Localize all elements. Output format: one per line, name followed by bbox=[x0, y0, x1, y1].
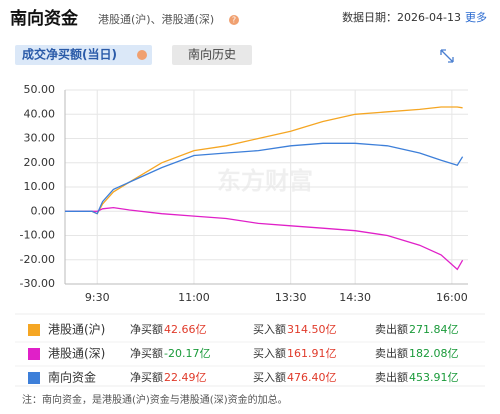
y-tick-label: -20.00 bbox=[20, 253, 55, 266]
tab-label[interactable]: 南向历史 bbox=[188, 47, 236, 62]
cell-label: 买入额 bbox=[253, 347, 286, 360]
cell-value: 182.08亿 bbox=[409, 347, 459, 360]
cell-value: 22.49亿 bbox=[164, 371, 207, 384]
x-tick-label: 9:30 bbox=[85, 291, 110, 304]
more-link[interactable]: 更多 bbox=[465, 10, 487, 24]
series-line bbox=[65, 206, 464, 271]
y-tick-label: 40.00 bbox=[24, 107, 56, 120]
cell-label: 卖出额 bbox=[375, 322, 408, 336]
help-icon[interactable] bbox=[137, 50, 147, 60]
series-line bbox=[65, 106, 463, 215]
cell-label: 买入额 bbox=[253, 323, 286, 336]
y-tick-label: -10.00 bbox=[20, 229, 55, 242]
legend-swatch bbox=[28, 372, 40, 384]
cell-value: 271.84亿 bbox=[409, 323, 459, 336]
x-tick-label: 11:00 bbox=[178, 291, 210, 304]
y-tick-label: 0.00 bbox=[31, 204, 56, 217]
x-tick-label: 16:00 bbox=[436, 291, 468, 304]
y-tick-label: 10.00 bbox=[24, 180, 56, 193]
cell-value: 42.66亿 bbox=[164, 323, 207, 336]
cell-value: 476.40亿 bbox=[287, 371, 337, 384]
y-tick-label: 20.00 bbox=[24, 156, 56, 169]
cell-label: 净买额 bbox=[130, 370, 163, 384]
x-tick-label: 13:30 bbox=[275, 291, 307, 304]
x-tick-label: 14:30 bbox=[339, 291, 371, 304]
cell-label: 卖出额 bbox=[375, 370, 408, 384]
expand-icon[interactable] bbox=[440, 49, 454, 63]
cell-value: 453.91亿 bbox=[409, 371, 459, 384]
svg-text:?: ? bbox=[232, 16, 236, 25]
legend-swatch bbox=[28, 348, 40, 360]
subtitle: 港股通(沪)、港股通(深) bbox=[98, 12, 214, 26]
date: 数据日期：2026-04-13 bbox=[342, 10, 461, 24]
cell-label: 净买额 bbox=[130, 322, 163, 336]
legend-label: 港股通(深) bbox=[48, 347, 105, 361]
tab[interactable] bbox=[172, 45, 252, 65]
tab-active[interactable] bbox=[15, 45, 152, 65]
watermark: 东方财富 bbox=[217, 167, 313, 195]
cell-label: 买入额 bbox=[253, 371, 286, 384]
cell-label: 净买额 bbox=[130, 346, 163, 360]
help-icon[interactable] bbox=[229, 15, 239, 25]
series-line bbox=[65, 142, 464, 215]
cell-label: 卖出额 bbox=[375, 346, 408, 360]
cell-value: 314.50亿 bbox=[287, 323, 337, 336]
legend-label: 港股通(沪) bbox=[48, 323, 105, 337]
title: 南向资金 bbox=[10, 8, 79, 29]
cell-value: -20.17亿 bbox=[164, 347, 210, 360]
y-tick-label: 50.00 bbox=[24, 83, 56, 96]
tab-label[interactable]: 成交净买额(当日) bbox=[22, 47, 117, 62]
y-tick-label: 30.00 bbox=[24, 132, 56, 145]
legend-label: 南向资金 bbox=[48, 370, 96, 385]
cell-value: 161.91亿 bbox=[287, 347, 337, 360]
note: 注：南向资金，是港股通(沪)资金与港股通(深)资金的加总。 bbox=[22, 393, 288, 406]
legend-swatch bbox=[28, 324, 40, 336]
y-tick-label: -30.00 bbox=[20, 277, 55, 290]
